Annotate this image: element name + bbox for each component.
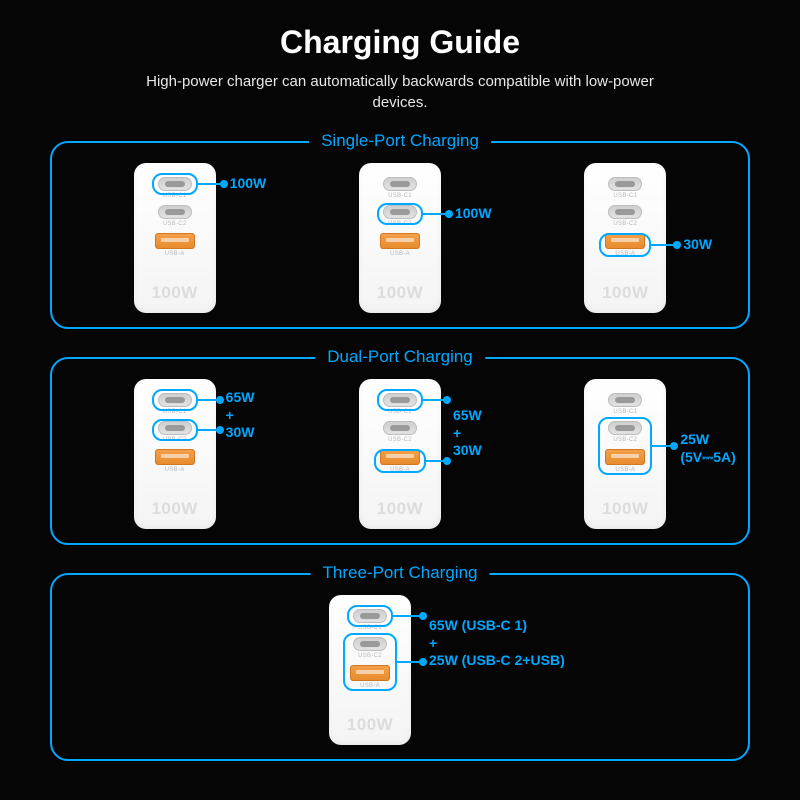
power-annotation: 65W + 30W [453, 407, 482, 460]
charger-wattmark: 100W [359, 499, 441, 519]
port-usba [605, 449, 645, 465]
annotation-lead [652, 445, 674, 447]
port-label: USB-A [359, 251, 441, 257]
power-annotation: 65W (USB-C 1) + 25W (USB-C 2+USB) [429, 617, 565, 670]
port-usba [380, 233, 420, 249]
port-usbc2 [158, 205, 192, 219]
port-label: USB-C1 [584, 409, 666, 415]
port-label: USB-A [584, 467, 666, 473]
annot-line: 65W [226, 389, 255, 405]
port-usbc1 [353, 609, 387, 623]
power-annotation: 30W [683, 236, 712, 254]
annotation-lead [651, 244, 677, 246]
port-usba [350, 665, 390, 681]
annotation-lead [423, 399, 447, 401]
annot-line: 30W [453, 442, 482, 458]
port-label: USB-C1 [359, 193, 441, 199]
annot-line: 25W (USB-C 2+USB) [429, 652, 565, 668]
port-usbc2 [608, 205, 642, 219]
annotation-lead [198, 429, 220, 431]
charger-wattmark: 100W [134, 283, 216, 303]
port-label: USB-C2 [584, 221, 666, 227]
annotation-lead [426, 460, 447, 462]
section-single-port: Single-Port Charging USB-C1 USB-C2 USB-A… [50, 141, 750, 329]
port-usbc2 [158, 421, 192, 435]
port-label: USB-C2 [329, 653, 411, 659]
charger-unit: USB-C1 USB-C2 USB-A 100W 100W [134, 163, 216, 313]
port-usbc1 [383, 393, 417, 407]
port-usba [380, 449, 420, 465]
annotation-lead [198, 183, 224, 185]
charger-body: USB-C1 USB-C2 USB-A 100W [359, 379, 441, 529]
charger-unit: USB-C1 USB-C2 USB-A 100W 65W (USB-C 1) +… [329, 595, 411, 745]
annot-line: 65W (USB-C 1) [429, 617, 527, 633]
power-annotation: 100W [455, 205, 492, 223]
annot-line: + [453, 425, 461, 441]
charger-unit: USB-C1 USB-C2 USB-A 100W 65W + 30W [134, 379, 216, 529]
port-usbc1 [158, 177, 192, 191]
annot-line: + [429, 635, 437, 651]
charger-unit: USB-C1 USB-C2 USB-A 100W 30W [584, 163, 666, 313]
port-label: USB-C2 [359, 221, 441, 227]
charger-wattmark: 100W [329, 715, 411, 735]
charger-wattmark: 100W [134, 499, 216, 519]
annot-line: (5V⎓5A) [680, 449, 736, 465]
port-label: USB-C2 [134, 437, 216, 443]
port-usbc1 [158, 393, 192, 407]
port-label: USB-C1 [134, 193, 216, 199]
port-label: USB-C2 [134, 221, 216, 227]
port-label: USB-A [359, 467, 441, 473]
charger-body: USB-C1 USB-C2 USB-A 100W [359, 163, 441, 313]
port-label: USB-A [134, 251, 216, 257]
port-label: USB-C1 [329, 625, 411, 631]
charger-body: USB-C1 USB-C2 USB-A 100W [134, 163, 216, 313]
section-title: Dual-Port Charging [315, 347, 485, 367]
power-annotation: 65W + 30W [226, 389, 255, 442]
port-usba [155, 449, 195, 465]
port-usbc2 [608, 421, 642, 435]
charger-body: USB-C1 USB-C2 USB-A 100W [329, 595, 411, 745]
annot-line: 25W [680, 431, 709, 447]
port-usbc2 [383, 421, 417, 435]
annotation-lead [198, 399, 220, 401]
port-label: USB-C1 [134, 409, 216, 415]
section-three-port: Three-Port Charging USB-C1 USB-C2 USB-A … [50, 573, 750, 761]
port-usbc1 [608, 393, 642, 407]
annotation-lead [393, 615, 423, 617]
port-label: USB-A [329, 683, 411, 689]
section-title: Three-Port Charging [311, 563, 490, 583]
power-annotation: 25W (5V⎓5A) [680, 431, 736, 466]
section-dual-port: Dual-Port Charging USB-C1 USB-C2 USB-A 1… [50, 357, 750, 545]
port-usbc2 [383, 205, 417, 219]
power-annotation: 100W [230, 175, 267, 193]
annotation-lead [423, 213, 449, 215]
port-label: USB-C2 [584, 437, 666, 443]
charger-unit: USB-C1 USB-C2 USB-A 100W 25W (5V⎓5A) [584, 379, 666, 529]
port-label: USB-A [584, 251, 666, 257]
charger-unit: USB-C1 USB-C2 USB-A 100W 65W + 30W [359, 379, 441, 529]
section-title: Single-Port Charging [309, 131, 491, 151]
port-usba [155, 233, 195, 249]
annot-line: 65W [453, 407, 482, 423]
charger-body: USB-C1 USB-C2 USB-A 100W [584, 379, 666, 529]
page-subtitle: High-power charger can automatically bac… [0, 71, 800, 113]
port-usba [605, 233, 645, 249]
charger-wattmark: 100W [584, 283, 666, 303]
page-title: Charging Guide [0, 0, 800, 61]
charger-wattmark: 100W [359, 283, 441, 303]
annotation-lead [397, 661, 423, 663]
port-label: USB-C1 [359, 409, 441, 415]
port-label: USB-C1 [584, 193, 666, 199]
port-usbc2 [353, 637, 387, 651]
port-usbc1 [608, 177, 642, 191]
annot-line: + [226, 407, 234, 423]
port-label: USB-C2 [359, 437, 441, 443]
port-label: USB-A [134, 467, 216, 473]
charger-body: USB-C1 USB-C2 USB-A 100W [584, 163, 666, 313]
charger-wattmark: 100W [584, 499, 666, 519]
port-usbc1 [383, 177, 417, 191]
charger-unit: USB-C1 USB-C2 USB-A 100W 100W [359, 163, 441, 313]
annot-line: 30W [226, 424, 255, 440]
charger-body: USB-C1 USB-C2 USB-A 100W [134, 379, 216, 529]
